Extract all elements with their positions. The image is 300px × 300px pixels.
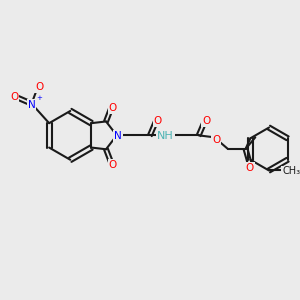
Text: O: O bbox=[202, 116, 211, 126]
Text: N: N bbox=[114, 131, 122, 141]
Text: O: O bbox=[212, 135, 220, 145]
Text: O: O bbox=[109, 103, 117, 113]
Text: O: O bbox=[109, 160, 117, 170]
Text: N: N bbox=[28, 100, 35, 110]
Text: NH: NH bbox=[157, 131, 174, 141]
Text: O: O bbox=[245, 163, 253, 172]
Text: O: O bbox=[35, 82, 44, 92]
Text: O: O bbox=[154, 116, 162, 126]
Text: +: + bbox=[36, 95, 42, 101]
Text: CH₃: CH₃ bbox=[282, 167, 300, 176]
Text: O: O bbox=[10, 92, 18, 102]
